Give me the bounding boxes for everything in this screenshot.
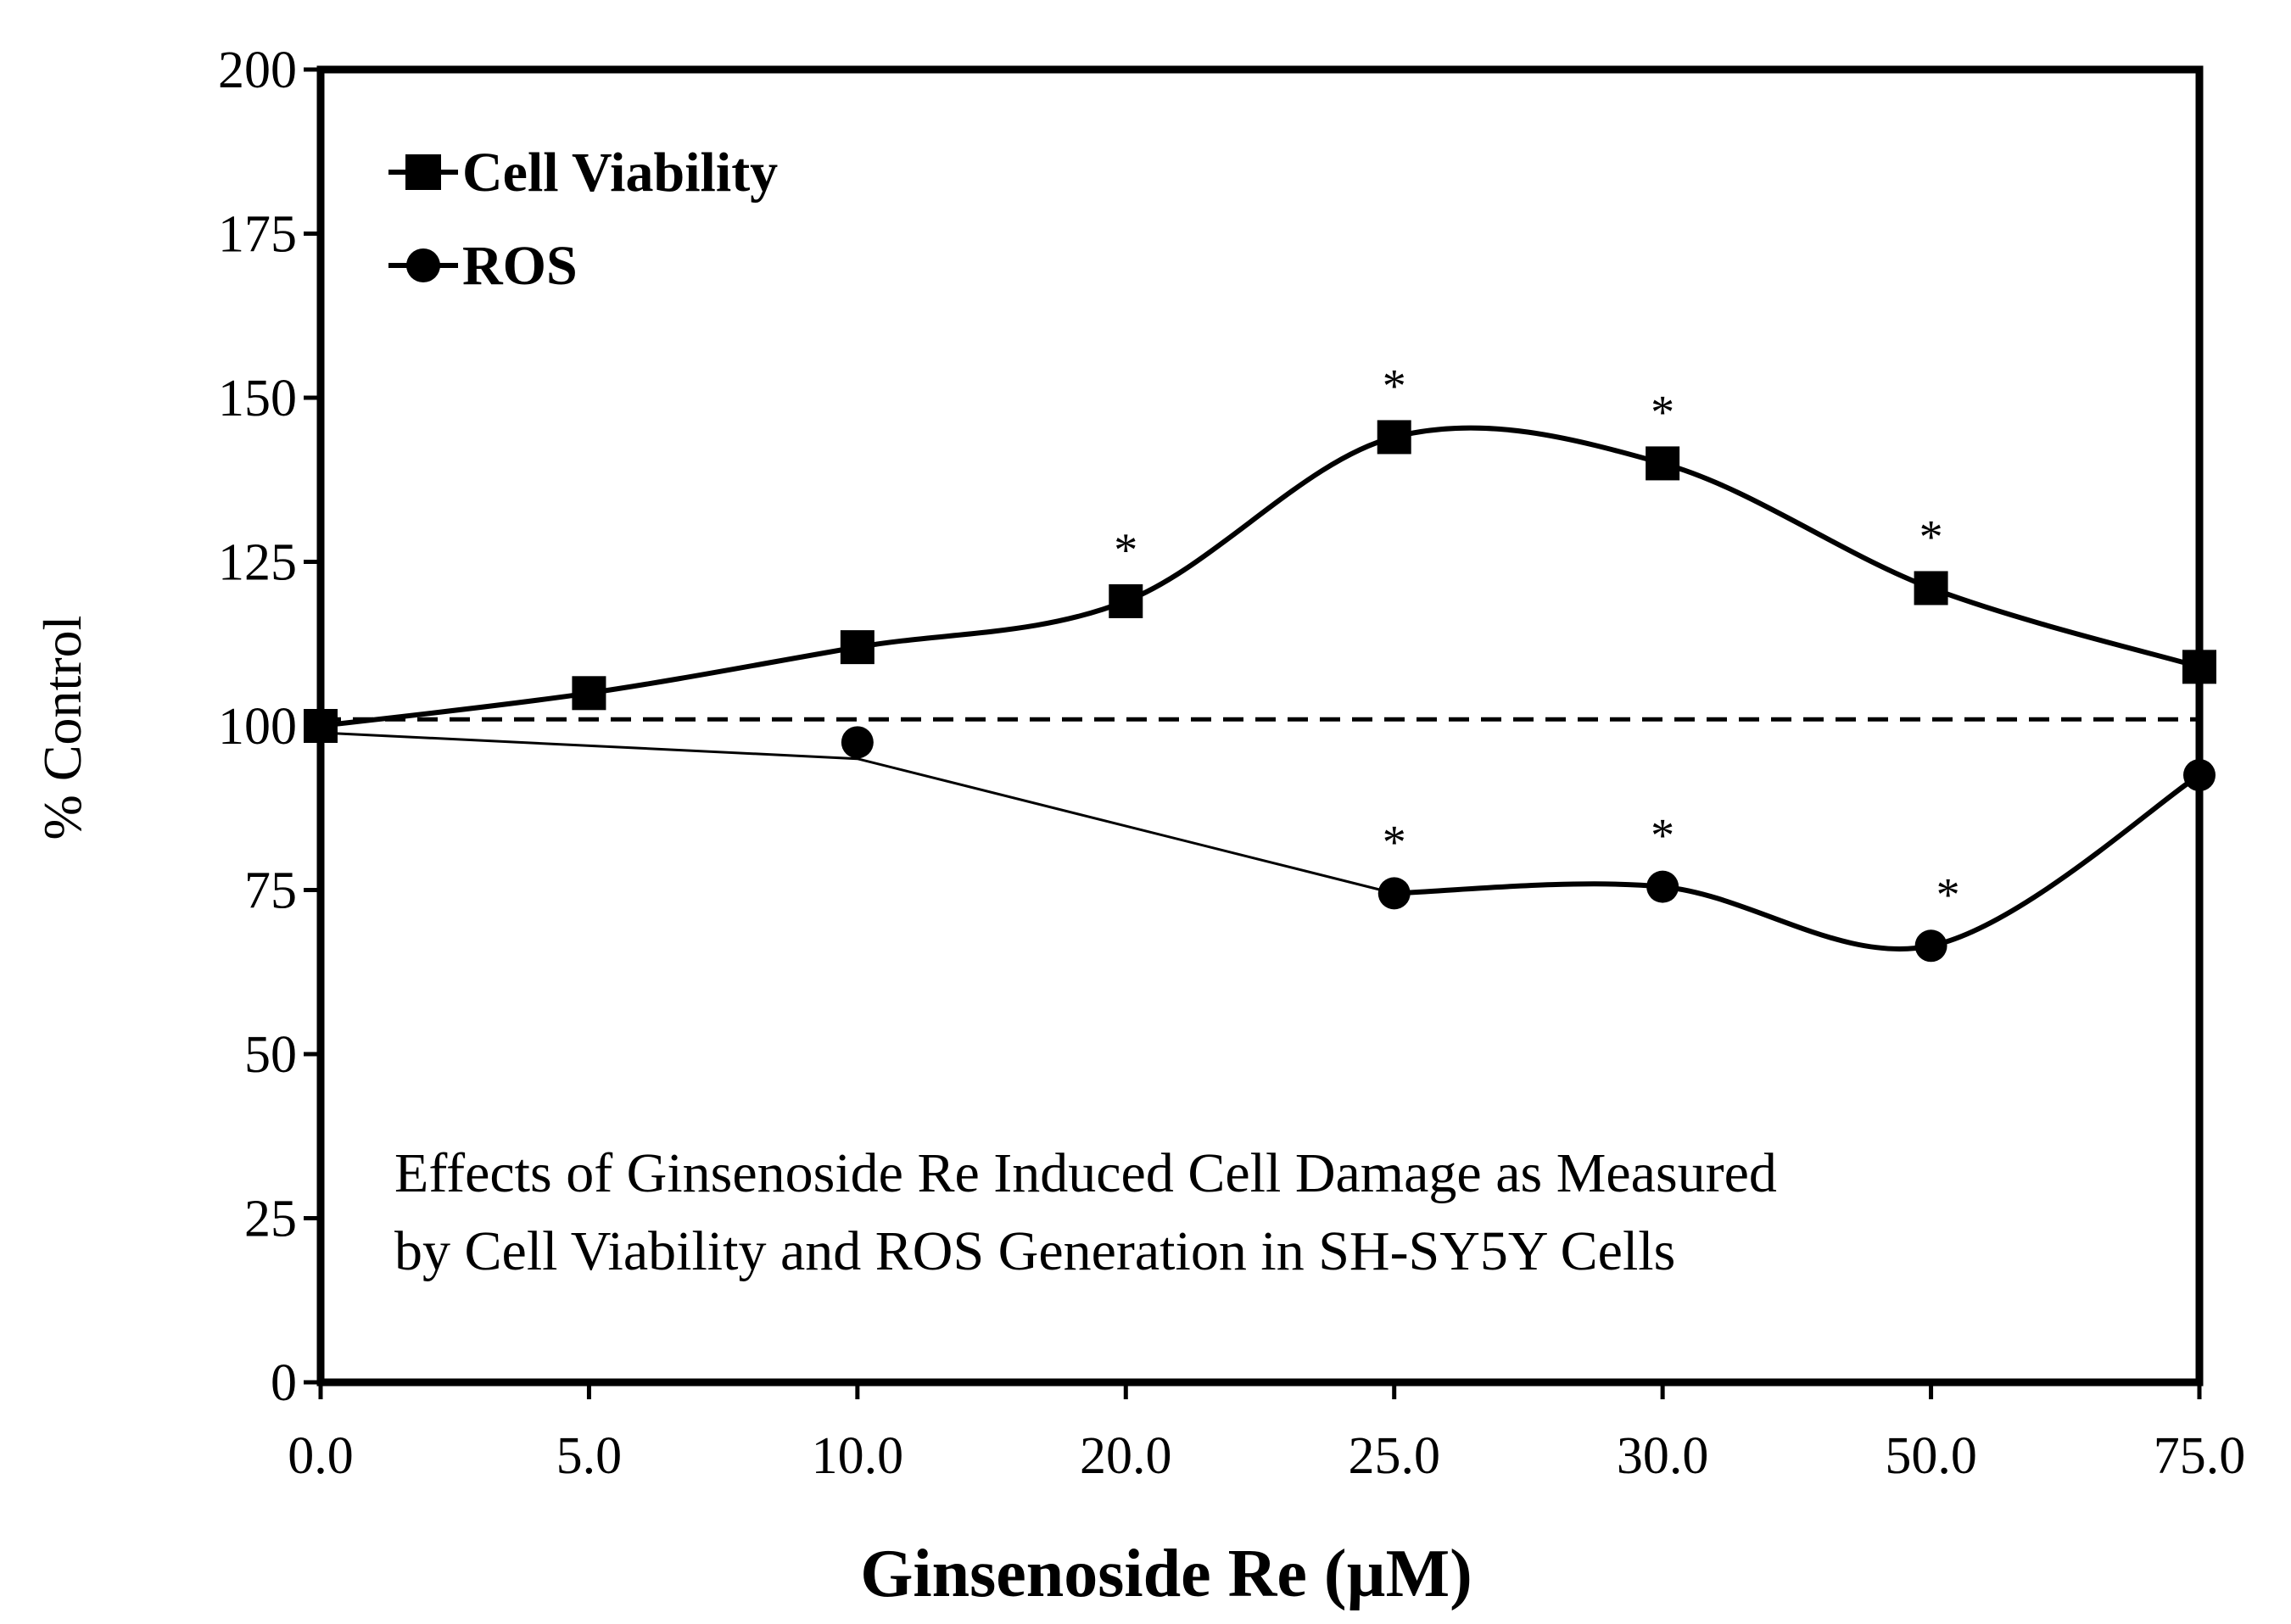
legend-circle-marker bbox=[406, 248, 440, 282]
annotation-line-1: Effects of Ginsenoside Re Induced Cell D… bbox=[394, 1142, 1777, 1204]
plot-frame bbox=[316, 65, 2204, 1387]
line-ros-thin bbox=[320, 731, 1395, 895]
point-cell-viability-50.0 bbox=[1914, 571, 1948, 606]
x-axis-title: Ginsenoside Re (µM) bbox=[860, 1537, 1472, 1611]
point-ros-10.0 bbox=[841, 726, 874, 759]
significance-star: * bbox=[1383, 816, 1406, 868]
significance-star: * bbox=[1651, 386, 1674, 438]
point-cell-viability-10.0 bbox=[840, 630, 874, 665]
significance-markers: * * * * * * * bbox=[1114, 360, 1959, 921]
y-tick-label: 150 bbox=[218, 370, 297, 427]
x-tick-label: 25.0 bbox=[1348, 1427, 1440, 1485]
y-tick-label: 125 bbox=[218, 534, 297, 592]
y-tick-label: 50 bbox=[244, 1026, 297, 1084]
point-cell-viability-20.0 bbox=[1109, 583, 1143, 618]
point-ros-50.0 bbox=[1914, 929, 1947, 963]
x-tick-label: 10.0 bbox=[812, 1427, 904, 1485]
x-tick-label: 50.0 bbox=[1885, 1427, 1977, 1485]
y-tick-label: 75 bbox=[244, 862, 297, 920]
legend: Cell Viability ROS bbox=[388, 142, 778, 297]
y-tick-label: 25 bbox=[244, 1191, 297, 1248]
y-tick-label: 175 bbox=[218, 206, 297, 264]
significance-star: * bbox=[1651, 810, 1674, 862]
point-cell-viability-30.0 bbox=[1646, 446, 1680, 481]
y-axis: 0 25 50 75 100 125 150 175 200 bbox=[218, 42, 321, 1412]
x-axis: 0.0 5.0 10.0 20.0 25.0 30.0 50.0 75.0 bbox=[288, 1382, 2245, 1485]
x-tick-label: 20.0 bbox=[1080, 1427, 1172, 1485]
x-tick-label: 30.0 bbox=[1617, 1427, 1709, 1485]
y-tick-label: 200 bbox=[218, 42, 297, 99]
x-tick-label: 75.0 bbox=[2154, 1427, 2246, 1485]
point-ros-25.0 bbox=[1377, 877, 1411, 910]
line-cell-viability bbox=[320, 425, 2200, 728]
series-markers bbox=[304, 420, 2216, 963]
legend-label-ros: ROS bbox=[462, 235, 578, 297]
significance-star: * bbox=[1936, 868, 1960, 921]
annotation: Effects of Ginsenoside Re Induced Cell D… bbox=[394, 1142, 1777, 1282]
point-cell-viability-5.0 bbox=[572, 676, 606, 711]
legend-label-cell-viability: Cell Viability bbox=[462, 142, 778, 204]
y-axis-title: % Control bbox=[32, 616, 92, 840]
significance-star: * bbox=[1383, 360, 1406, 412]
series-lines bbox=[320, 425, 2201, 952]
y-tick-label: 0 bbox=[271, 1354, 297, 1412]
line-ros bbox=[1394, 773, 2201, 952]
annotation-line-2: by Cell Viability and ROS Generation in … bbox=[394, 1220, 1675, 1282]
point-cell-viability-25.0 bbox=[1377, 420, 1411, 455]
significance-star: * bbox=[1919, 511, 1943, 563]
y-tick-label: 100 bbox=[218, 698, 297, 756]
significance-star: * bbox=[1114, 524, 1137, 577]
point-ros-30.0 bbox=[1646, 870, 1679, 903]
legend-square-marker bbox=[405, 154, 441, 190]
x-tick-label: 5.0 bbox=[556, 1427, 623, 1485]
x-tick-label: 0.0 bbox=[288, 1427, 354, 1485]
